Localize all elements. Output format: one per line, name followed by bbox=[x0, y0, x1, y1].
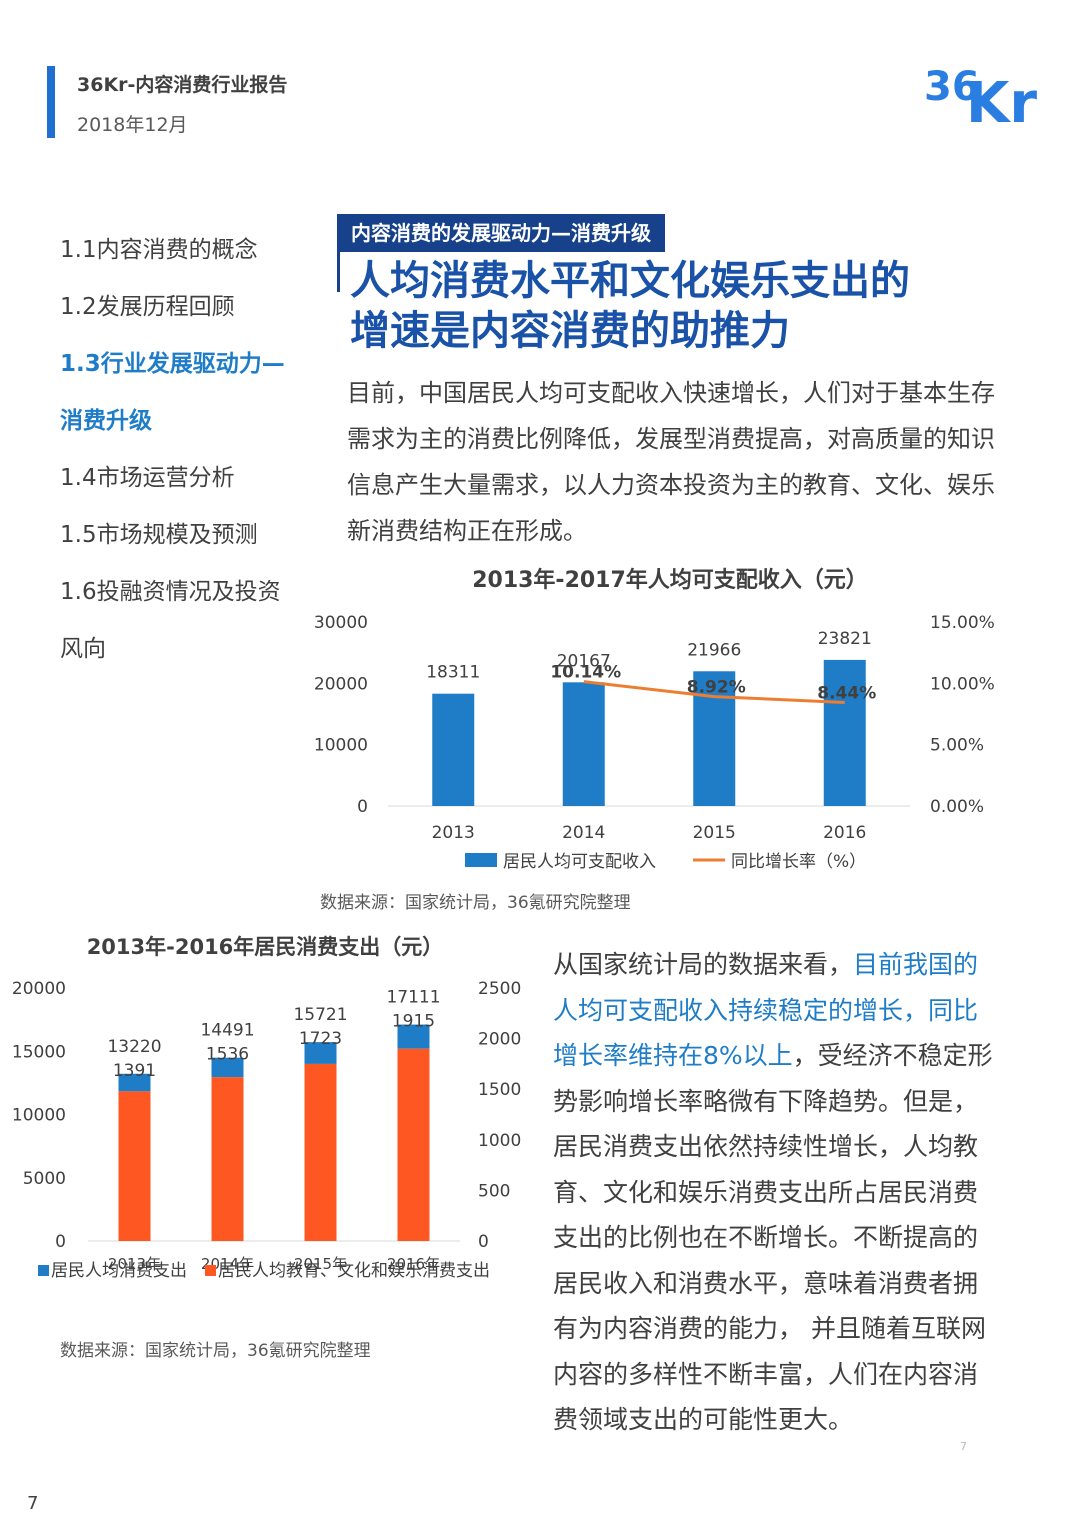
36kr-logo: 36 Kr bbox=[924, 64, 1037, 132]
intro-paragraph: 目前，中国居民人均可支配收入快速增长，人们对于基本生存需求为主的消费比例降低，发… bbox=[347, 379, 995, 545]
growth-rate-label: 10.14% bbox=[550, 663, 621, 683]
chart2-title: 2013年-2016年居民消费支出（元） bbox=[86, 935, 444, 959]
chart2-source: 数据来源：国家统计局，36氪研究院整理 bbox=[60, 1341, 371, 1361]
consumption-value-label: 14491 bbox=[200, 1021, 254, 1041]
report-title: 36Kr-内容消费行业报告 bbox=[77, 74, 288, 96]
culture-bar-segment bbox=[304, 1063, 337, 1241]
y-right-tick-label: 500 bbox=[478, 1181, 510, 1201]
income-bar bbox=[562, 682, 605, 806]
toc-item[interactable]: 1.5市场规模及预测 bbox=[60, 522, 258, 548]
x-tick-label: 2013 bbox=[432, 823, 475, 843]
legend-swatch-culture bbox=[205, 1265, 216, 1276]
income-bar-label: 18311 bbox=[426, 663, 480, 683]
toc-item[interactable]: 1.2发展历程回顾 bbox=[60, 294, 235, 320]
toc-item[interactable]: 1.1内容消费的概念 bbox=[60, 237, 258, 263]
consumption-bar-segment bbox=[118, 1073, 151, 1092]
culture-value-label: 1536 bbox=[206, 1045, 249, 1065]
income-bar-label: 21966 bbox=[687, 640, 741, 660]
y-right-tick-label: 2500 bbox=[478, 979, 521, 999]
y-left-tick-label: 5000 bbox=[23, 1169, 66, 1189]
headline-line-1: 人均消费水平和文化娱乐支出的 bbox=[350, 258, 910, 304]
section-tag-line bbox=[337, 252, 340, 292]
logo-36: 36 bbox=[924, 64, 980, 110]
culture-bar-segment bbox=[397, 1048, 430, 1241]
section-tag: 内容消费的发展驱动力—消费升级 bbox=[337, 214, 665, 252]
y-right-tick-label: 2000 bbox=[478, 1030, 521, 1050]
consumption-chart: 0 5000 10000 15000 20000 0 500 1000 1500 2000 2500… bbox=[12, 979, 521, 1281]
culture-value-label: 1915 bbox=[392, 1012, 435, 1032]
legend-label-income: 居民人均可支配收入 bbox=[503, 852, 656, 872]
x-tick-label: 2015年 bbox=[294, 1255, 347, 1273]
growth-rate-label: 8.44% bbox=[817, 683, 876, 703]
y-right-tick-label: 5.00% bbox=[930, 736, 984, 756]
consumption-value-label: 15721 bbox=[293, 1005, 347, 1025]
growth-rate-label: 8.92% bbox=[687, 678, 746, 698]
y-right-tick-label: 1500 bbox=[478, 1080, 521, 1100]
logo-kr: Kr bbox=[966, 71, 1037, 132]
y-left-tick-label: 0 bbox=[357, 797, 368, 817]
header-accent-bar bbox=[47, 66, 55, 138]
y-left-tick-label: 30000 bbox=[314, 613, 368, 633]
page-number: 7 bbox=[27, 1493, 39, 1514]
analysis-paragraph: 从国家统计局的数据来看，目前我国的人均可支配收入持续稳定的增长，同比增长率维持在… bbox=[553, 942, 993, 1443]
y-left-tick-label: 10000 bbox=[314, 736, 368, 756]
y-right-tick-label: 0.00% bbox=[930, 797, 984, 817]
consumption-value-label: 17111 bbox=[386, 988, 440, 1008]
y-left-tick-label: 15000 bbox=[12, 1042, 66, 1062]
consumption-bar-segment bbox=[397, 1024, 430, 1049]
x-tick-label: 2016年 bbox=[387, 1255, 440, 1273]
culture-value-label: 1723 bbox=[299, 1029, 342, 1049]
toc-item[interactable]: 消费升级 bbox=[60, 408, 152, 434]
table-of-contents: 1.1内容消费的概念 1.2发展历程回顾 1.3行业发展驱动力— 消费升级 1.4市场运… bbox=[60, 222, 310, 678]
consumption-value-label: 13220 bbox=[107, 1037, 161, 1057]
y-right-tick-label: 1000 bbox=[478, 1131, 521, 1151]
page-number-small: 7 bbox=[960, 1440, 967, 1453]
chart1-title: 2013年-2017年人均可支配收入（元） bbox=[472, 568, 868, 593]
x-tick-label: 2014 bbox=[562, 823, 605, 843]
income-bar-label: 23821 bbox=[818, 629, 872, 649]
toc-item[interactable]: 风向 bbox=[60, 636, 106, 662]
legend-label-culture: 居民人均教育、文化和娱乐消费支出 bbox=[218, 1261, 490, 1281]
income-bar bbox=[823, 659, 866, 806]
toc-item[interactable]: 1.6投融资情况及投资 bbox=[60, 579, 281, 605]
report-date: 2018年12月 bbox=[77, 114, 188, 136]
legend-label-growth: 同比增长率（%） bbox=[731, 852, 866, 872]
toc-item[interactable]: 1.4市场运营分析 bbox=[60, 465, 235, 491]
culture-value-label: 1391 bbox=[113, 1061, 156, 1081]
toc-item[interactable]: 1.3行业发展驱动力— bbox=[60, 351, 285, 377]
legend-swatch-consumption bbox=[38, 1265, 49, 1276]
x-tick-label: 2016 bbox=[823, 823, 866, 843]
chart1-source: 数据来源：国家统计局，36氪研究院整理 bbox=[320, 893, 631, 913]
legend-label-consumption: 居民人均消费支出 bbox=[51, 1261, 187, 1281]
analysis-text-end: ，受经济不稳定形势影响增长率略微有下降趋势。但是，居民消费支出依然持续性增长，人… bbox=[553, 1041, 993, 1434]
income-bar bbox=[432, 693, 475, 806]
y-right-tick-label: 10.00% bbox=[930, 674, 995, 694]
consumption-bar-segment bbox=[304, 1042, 337, 1064]
y-right-tick-label: 0 bbox=[478, 1232, 489, 1252]
analysis-text-start: 从国家统计局的数据来看， bbox=[553, 950, 854, 979]
culture-bar-segment bbox=[118, 1091, 151, 1241]
y-right-tick-label: 15.00% bbox=[930, 613, 995, 633]
y-left-tick-label: 0 bbox=[55, 1232, 66, 1252]
x-tick-label: 2015 bbox=[693, 823, 736, 843]
income-chart: 0 10000 20000 30000 0.00% 5.00% 10.00% 15.00% 18… bbox=[314, 613, 995, 872]
culture-bar-segment bbox=[211, 1077, 244, 1241]
analysis-highlight: 目前我国的人均可支配收入持续稳定的增长，同比增长率维持在8%以上 bbox=[553, 950, 979, 1070]
headline-line-2: 增速是内容消费的助推力 bbox=[350, 308, 790, 354]
x-tick-label: 2013年 bbox=[108, 1255, 161, 1273]
legend-swatch-income bbox=[465, 853, 497, 867]
y-left-tick-label: 20000 bbox=[314, 674, 368, 694]
y-left-tick-label: 20000 bbox=[12, 979, 66, 999]
growth-rate-line bbox=[583, 680, 845, 704]
page-headline: 人均消费水平和文化娱乐支出的 增速是内容消费的助推力 bbox=[350, 256, 1050, 356]
consumption-bar-segment bbox=[211, 1057, 244, 1078]
y-left-tick-label: 10000 bbox=[12, 1106, 66, 1126]
income-bar-label: 20167 bbox=[557, 651, 611, 671]
